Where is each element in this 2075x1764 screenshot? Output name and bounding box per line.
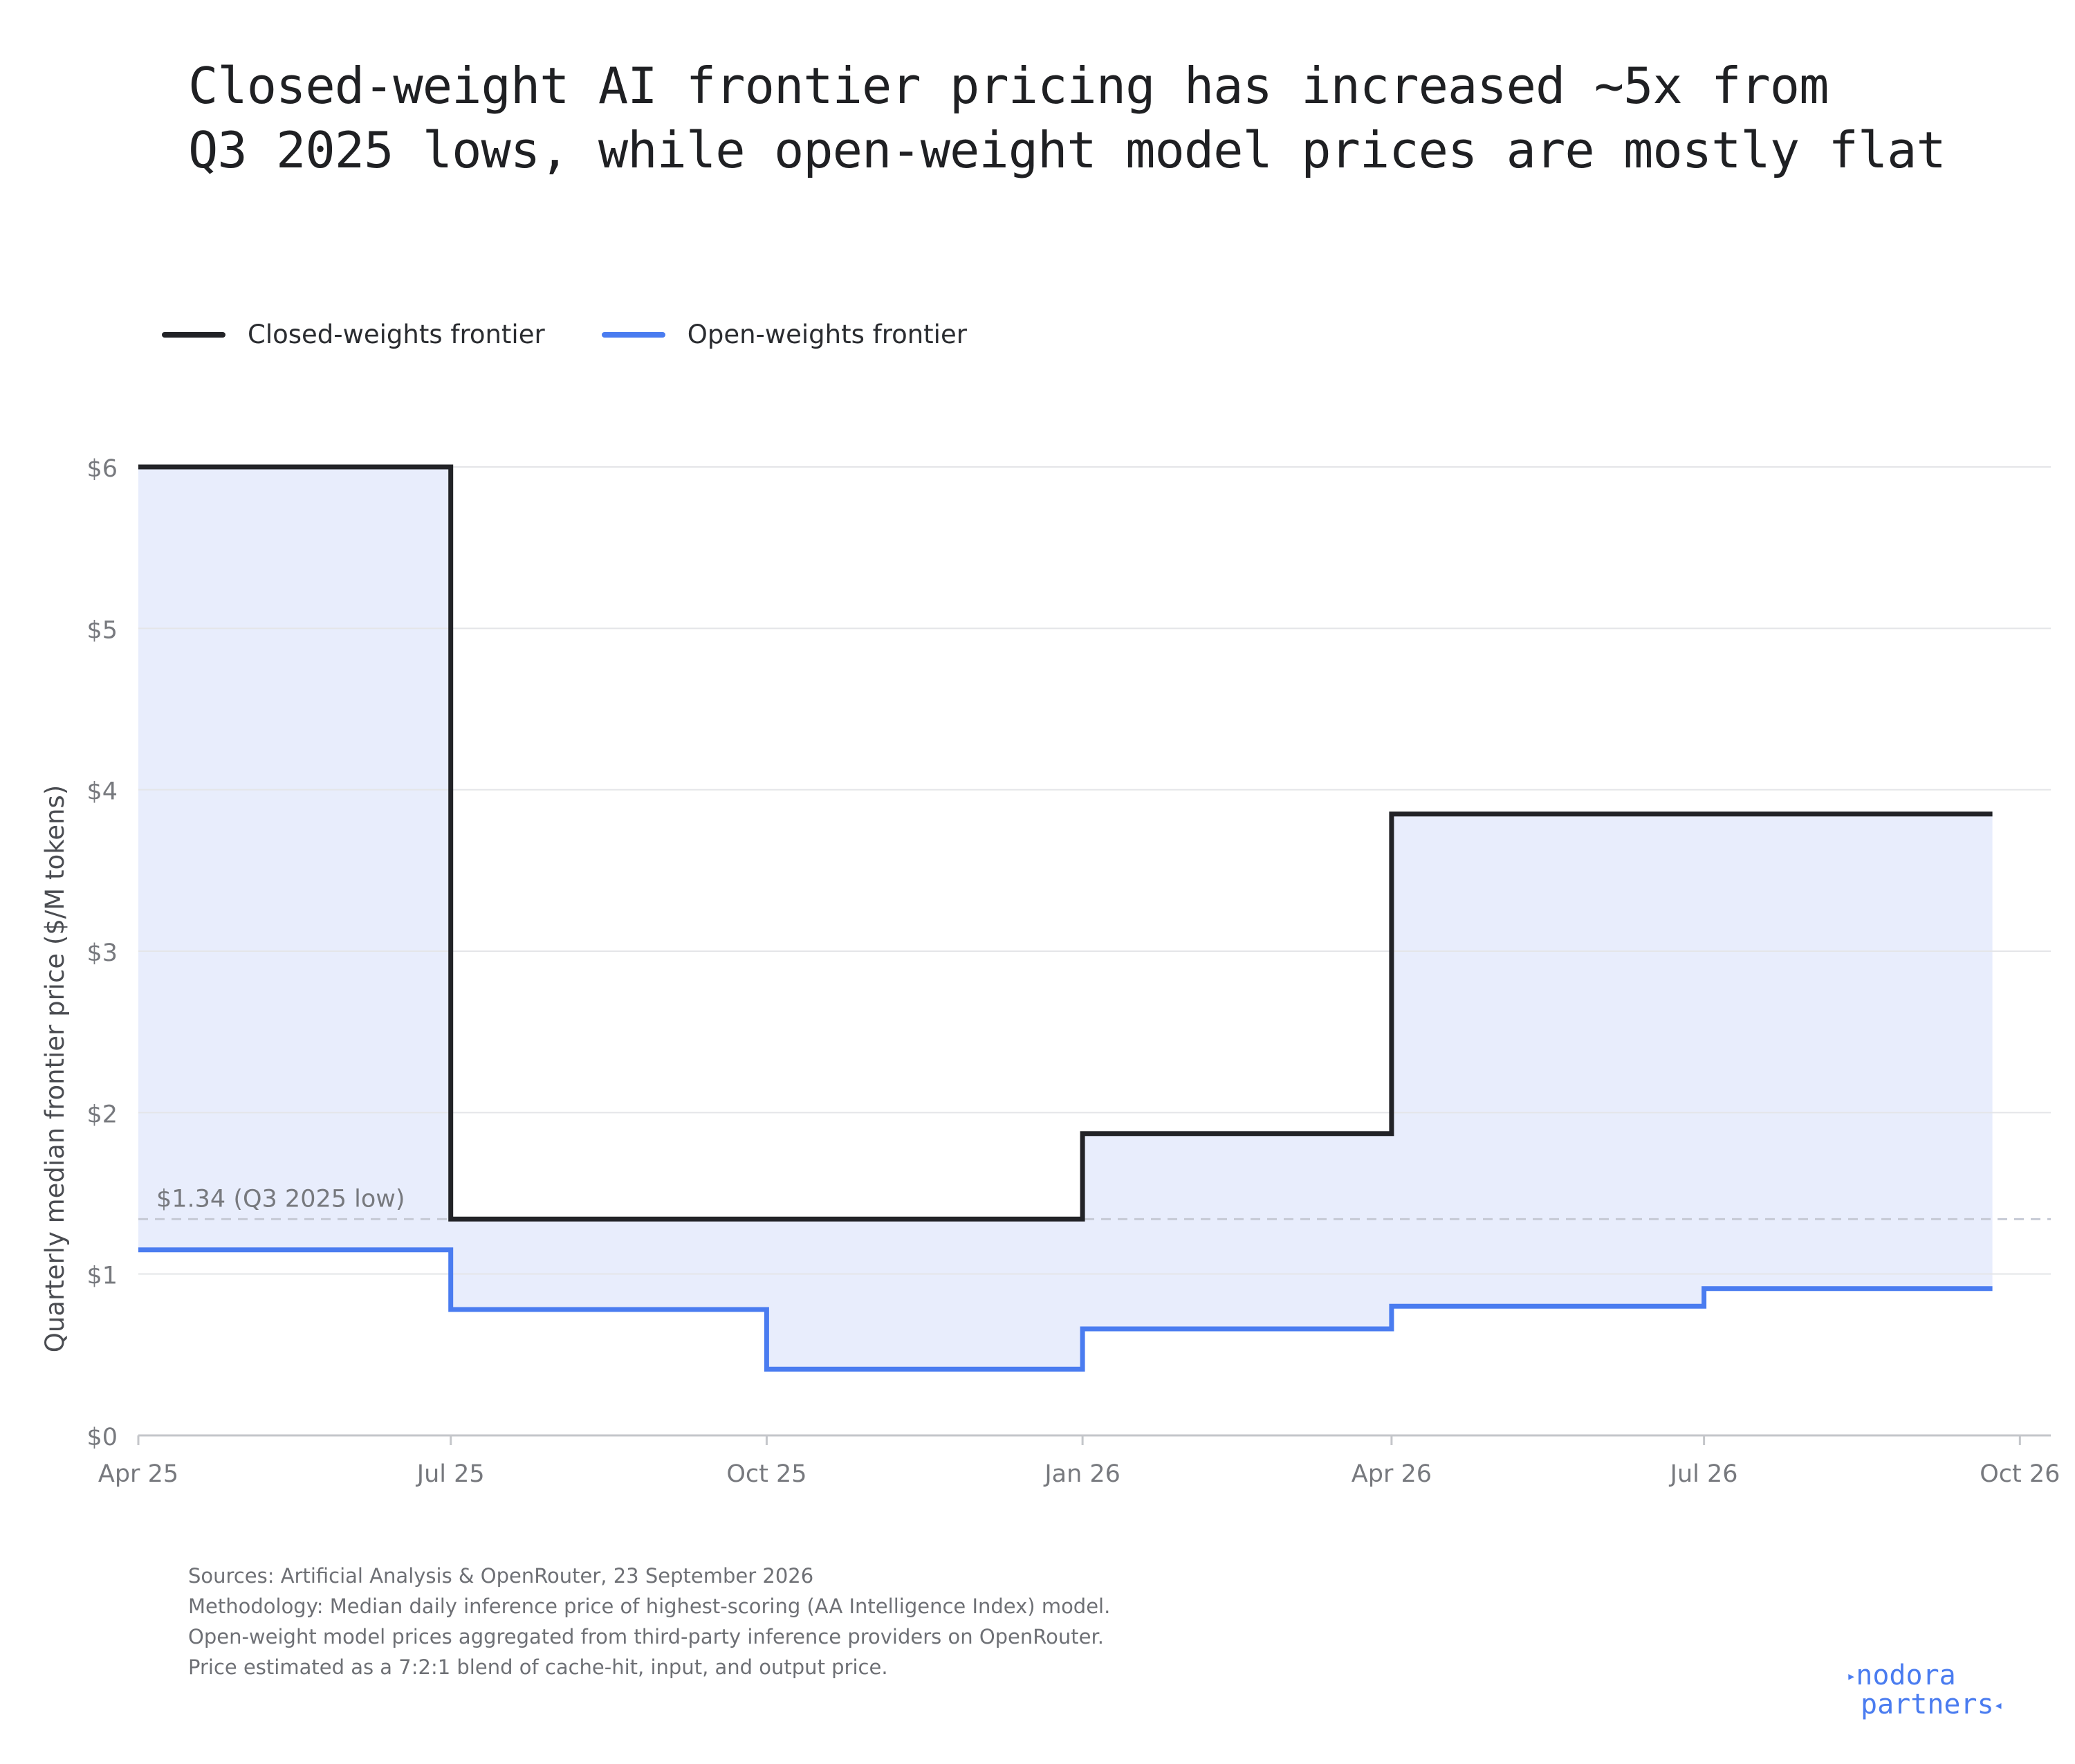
x-tick-label: Jan 26 [1043, 1460, 1120, 1488]
legend-swatch-closed [162, 331, 225, 338]
logo: ▸nodora partners◂ [1847, 1662, 2003, 1720]
y-tick-label: $1 [86, 1262, 118, 1290]
triangle-marker-icon: ◂ [1993, 1697, 2003, 1714]
triangle-marker-icon: ▸ [1847, 1668, 1856, 1685]
footnote-methodology: Methodology: Median daily inference pric… [188, 1595, 1111, 1618]
legend-swatch-open [601, 331, 665, 338]
area-between-series [138, 467, 1993, 1370]
y-axis-label: Quarterly median frontier price ($/M tok… [40, 785, 70, 1353]
x-tick-label: Oct 26 [1980, 1460, 2060, 1488]
x-tick-label: Jul 25 [416, 1460, 485, 1488]
legend-label-open: Open-weights frontier [687, 320, 967, 349]
y-tick-label: $3 [86, 939, 118, 967]
x-tick-label: Apr 26 [1352, 1460, 1432, 1488]
series-line-open-weights [138, 1247, 1993, 1372]
footnote-sources: Sources: Artificial Analysis & OpenRoute… [188, 1564, 814, 1588]
chart-title: Closed-weight AI frontier pricing has in… [188, 54, 2056, 183]
legend: Closed-weights frontier Open-weights fro… [162, 320, 1024, 349]
x-tick-label: Jul 26 [1669, 1460, 1738, 1488]
footnotes: Sources: Artificial Analysis & OpenRoute… [188, 1561, 1110, 1682]
reference-line-label: $1.34 (Q3 2025 low) [156, 1185, 405, 1213]
series-line-closed-weights [138, 464, 1993, 1222]
logo-line-2: partners [1861, 1689, 1994, 1720]
x-tick-label: Apr 25 [98, 1460, 178, 1488]
x-tick-label: Oct 25 [726, 1460, 806, 1488]
title-line-1: Closed-weight AI frontier pricing has in… [188, 57, 1829, 115]
legend-label-closed: Closed-weights frontier [248, 320, 545, 349]
y-tick-label: $0 [86, 1424, 118, 1451]
title-line-2: Q3 2025 lows, while open-weight model pr… [188, 121, 1946, 179]
legend-item-open: Open-weights frontier [601, 320, 967, 349]
footnote-blend: Price estimated as a 7:2:1 blend of cach… [188, 1655, 888, 1679]
logo-line-1: nodora [1856, 1660, 1956, 1691]
legend-item-closed: Closed-weights frontier [162, 320, 545, 349]
y-tick-label: $4 [86, 778, 118, 806]
y-tick-label: $2 [86, 1101, 118, 1128]
y-tick-label: $6 [86, 455, 118, 483]
y-tick-label: $5 [86, 616, 118, 644]
footnote-open-weight: Open-weight model prices aggregated from… [188, 1625, 1104, 1648]
